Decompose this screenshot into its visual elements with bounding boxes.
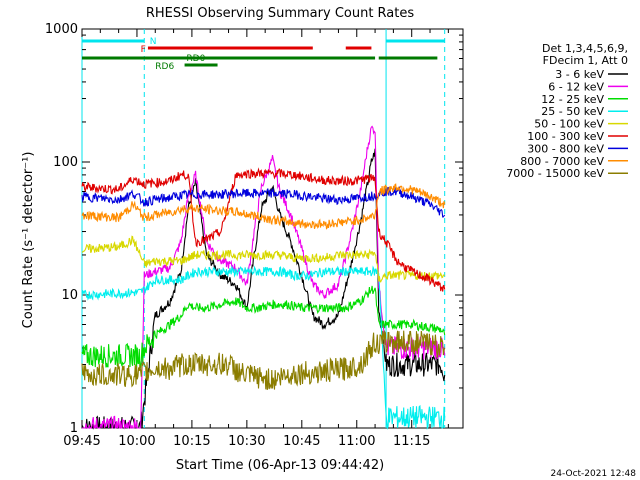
legend-label: 25 - 50 keV [541, 105, 604, 118]
legend-label: 12 - 25 keV [541, 93, 604, 106]
series-line [81, 285, 446, 369]
y-tick-label: 1 [70, 421, 78, 436]
series-line [81, 186, 446, 218]
x-tick-label: 10:00 [118, 434, 155, 449]
x-tick-label: 09:45 [63, 434, 100, 449]
flag-label-rd6: RD6 [155, 62, 174, 72]
series-line [81, 183, 446, 230]
chart-title: RHESSI Observing Summary Count Rates [146, 6, 415, 21]
x-tick-label: 10:45 [283, 434, 320, 449]
legend-label: 50 - 100 keV [534, 118, 604, 131]
x-tick-label: 10:30 [228, 434, 265, 449]
series-line [81, 329, 446, 390]
legend-label: 100 - 300 keV [527, 130, 604, 143]
x-tick-label: 11:15 [393, 434, 430, 449]
series-line [81, 265, 446, 431]
y-tick-label: 1000 [45, 22, 78, 37]
legend-header: FDecim 1, Att 0 [543, 54, 628, 67]
legend-label: 3 - 6 keV [555, 68, 604, 81]
series-line [81, 167, 446, 292]
legend-label: 300 - 800 keV [527, 142, 604, 155]
plot-area: 1 10 100 1000 09:45 10:00 10:15 10:30 10:45 11:00… [45, 22, 464, 449]
legend-label: 800 - 7000 keV [520, 155, 604, 168]
flag-label-night: N [150, 37, 157, 47]
timestamp: 24-Oct-2021 12:48 [551, 469, 637, 479]
legend-header: Det 1,3,4,5,6,9, [542, 42, 628, 55]
legend-label: 6 - 12 keV [548, 80, 604, 93]
x-axis-label: Start Time (06-Apr-13 09:44:42) [176, 458, 384, 473]
flag-label-rd0: RD0 [186, 54, 205, 64]
series-line [81, 235, 445, 283]
x-tick-label: 11:00 [338, 434, 375, 449]
y-tick-label: 10 [61, 288, 78, 303]
y-axis-label: Count Rate (s⁻¹ detector⁻¹) [21, 152, 36, 329]
series-line [81, 148, 446, 430]
y-tick-label: 100 [53, 155, 78, 170]
x-tick-label: 10:15 [173, 434, 210, 449]
flag-label-flare: F [141, 45, 146, 55]
legend-label: 7000 - 15000 keV [506, 167, 604, 180]
